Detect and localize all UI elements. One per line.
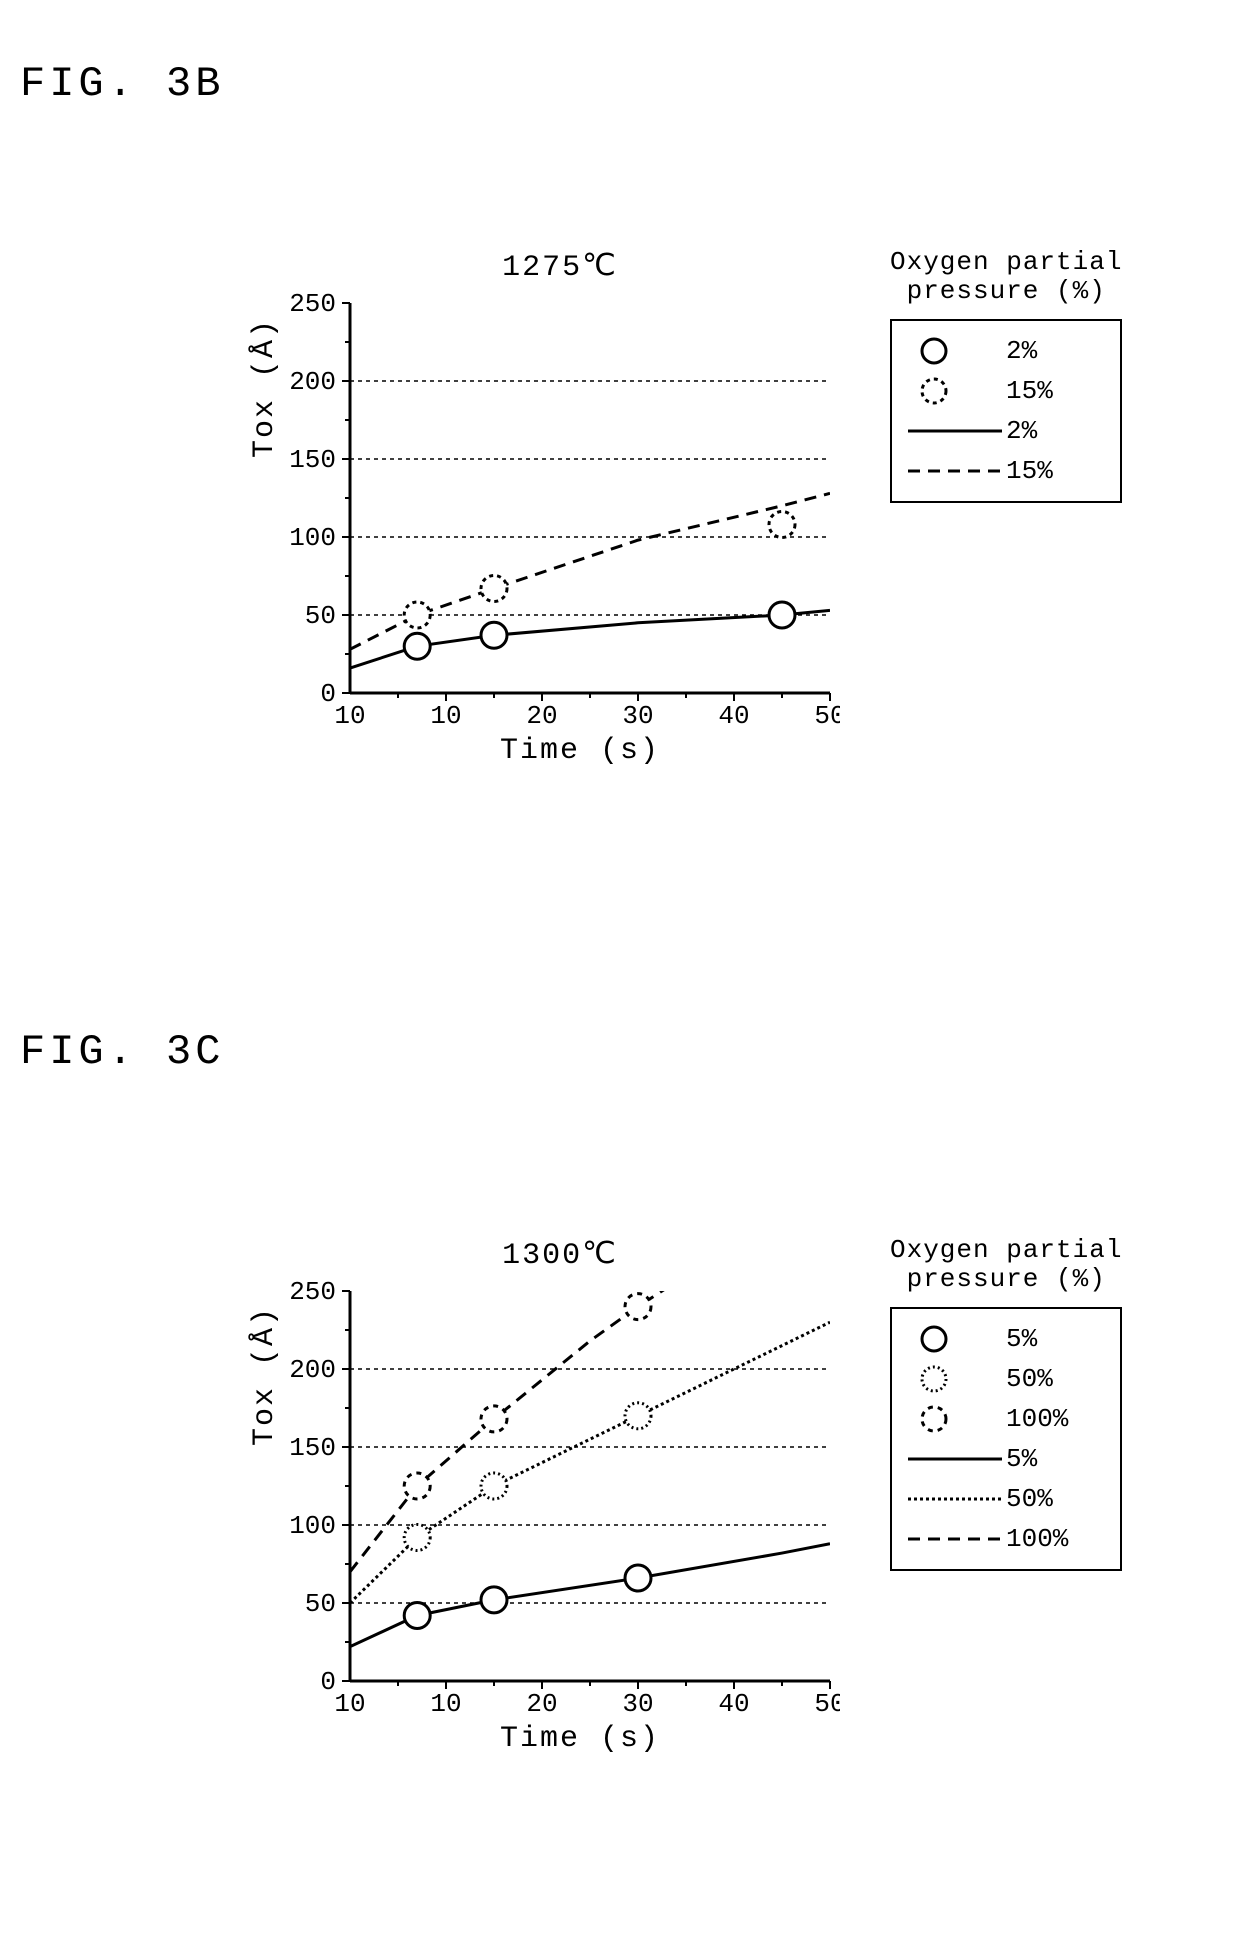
legend-symbol [906, 414, 1006, 448]
svg-text:40: 40 [718, 1689, 749, 1719]
legend-b: 2% 15% 2% 15% [890, 319, 1122, 503]
svg-text:250: 250 [289, 293, 336, 319]
chart-b: Tox (Å) 1275℃ 05010015020025010102030405… [250, 248, 1240, 768]
svg-text:10: 10 [334, 1689, 365, 1719]
svg-text:50: 50 [814, 1689, 840, 1719]
legend-row: 100% [906, 1399, 1106, 1439]
legend-symbol [906, 1482, 1006, 1516]
svg-text:200: 200 [289, 1355, 336, 1385]
legend-label: 5% [1006, 1324, 1037, 1354]
legend-label: 2% [1006, 416, 1037, 446]
legend-label: 2% [1006, 336, 1037, 366]
chart-c: Tox (Å) 1300℃ 05010015020025010102030405… [250, 1236, 1240, 1756]
legend-symbol [906, 454, 1006, 488]
legend-symbol [906, 1522, 1006, 1556]
svg-text:10: 10 [334, 701, 365, 731]
plot-b-svg: 050100150200250101020304050 [280, 293, 840, 733]
legend-row: 2% [906, 331, 1106, 371]
legend-symbol [906, 374, 1006, 408]
legend-row: 5% [906, 1439, 1106, 1479]
legend-row: 2% [906, 411, 1106, 451]
svg-text:10: 10 [430, 1689, 461, 1719]
svg-text:40: 40 [718, 701, 749, 731]
svg-text:100: 100 [289, 1511, 336, 1541]
svg-text:100: 100 [289, 523, 336, 553]
svg-text:150: 150 [289, 1433, 336, 1463]
legend-row: 15% [906, 371, 1106, 411]
ylabel-b: Tox (Å) [248, 428, 282, 458]
svg-text:20: 20 [526, 1689, 557, 1719]
svg-text:20: 20 [526, 701, 557, 731]
legend-row: 50% [906, 1359, 1106, 1399]
legend-label: 50% [1006, 1484, 1053, 1514]
legend-label: 50% [1006, 1364, 1053, 1394]
legend-label: 100% [1006, 1404, 1068, 1434]
svg-text:150: 150 [289, 445, 336, 475]
svg-text:200: 200 [289, 367, 336, 397]
legend-c: 5% 50% 100% 5% 50% 100% [890, 1307, 1122, 1571]
xlabel-c: Time (s) [300, 1722, 860, 1756]
figure-label-b: FIG. 3B [20, 60, 1240, 108]
xlabel-b: Time (s) [300, 734, 860, 768]
svg-text:50: 50 [305, 1589, 336, 1619]
legend-symbol [906, 1442, 1006, 1476]
legend-row: 100% [906, 1519, 1106, 1559]
legend-row: 5% [906, 1319, 1106, 1359]
chart-title-c: 1300℃ [280, 1236, 840, 1273]
svg-text:10: 10 [430, 701, 461, 731]
legend-symbol [906, 1322, 1006, 1356]
svg-text:250: 250 [289, 1281, 336, 1307]
legend-title-c: Oxygen partial pressure (%) [890, 1236, 1122, 1293]
legend-symbol [906, 334, 1006, 368]
legend-row: 50% [906, 1479, 1106, 1519]
plot-c-svg: 050100150200250101020304050 [280, 1281, 840, 1721]
legend-label: 100% [1006, 1524, 1068, 1554]
chart-title-b: 1275℃ [280, 248, 840, 285]
svg-text:50: 50 [814, 701, 840, 731]
legend-title-b: Oxygen partial pressure (%) [890, 248, 1122, 305]
svg-text:30: 30 [622, 701, 653, 731]
legend-symbol [906, 1402, 1006, 1436]
figure-label-c: FIG. 3C [20, 1028, 1240, 1076]
svg-text:30: 30 [622, 1689, 653, 1719]
legend-label: 15% [1006, 456, 1053, 486]
legend-symbol [906, 1362, 1006, 1396]
legend-label: 15% [1006, 376, 1053, 406]
ylabel-c: Tox (Å) [248, 1416, 282, 1446]
svg-text:50: 50 [305, 601, 336, 631]
legend-label: 5% [1006, 1444, 1037, 1474]
legend-row: 15% [906, 451, 1106, 491]
